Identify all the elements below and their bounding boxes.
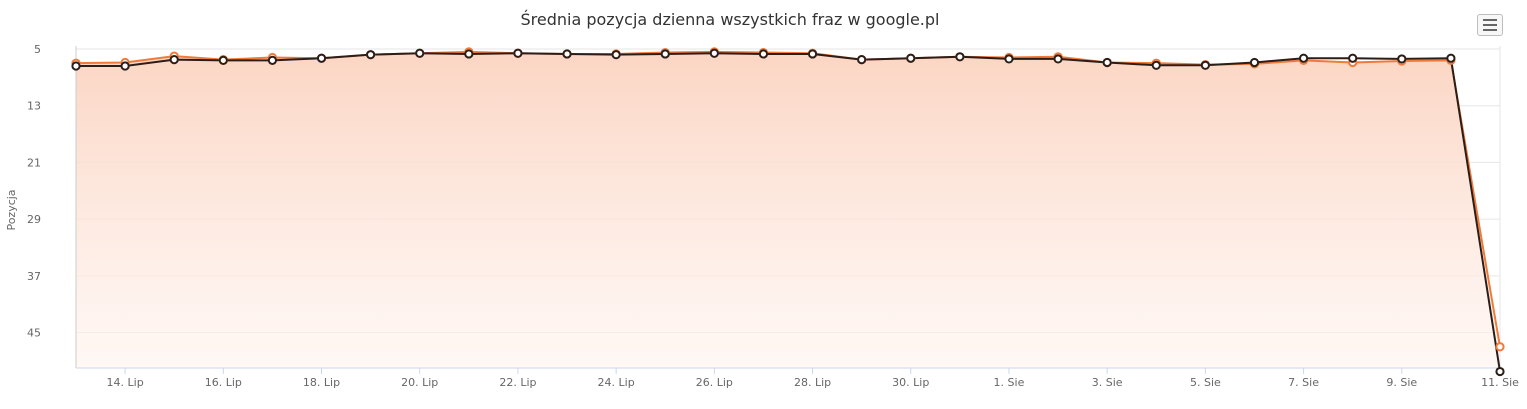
data-point[interactable] (1495, 366, 1505, 377)
data-point[interactable] (366, 50, 376, 60)
x-tick-label: 9. Sie (1386, 376, 1417, 389)
y-tick-label: 37 (27, 270, 41, 283)
y-tick-label: 21 (27, 156, 41, 169)
data-point[interactable] (1348, 53, 1358, 63)
data-point[interactable] (611, 50, 621, 60)
data-point[interactable] (267, 55, 278, 65)
y-tick-label: 45 (27, 327, 41, 340)
data-point[interactable] (1200, 60, 1210, 70)
x-tick-label: 22. Lip (499, 376, 536, 389)
data-point[interactable] (807, 49, 818, 59)
data-point[interactable] (758, 49, 769, 59)
chart-title: Średnia pozycja dzienna wszystkich fraz … (520, 10, 940, 29)
data-point[interactable] (71, 61, 81, 71)
data-point[interactable] (1004, 54, 1014, 64)
data-point[interactable] (660, 49, 670, 59)
x-tick-label: 11. Sie (1481, 376, 1519, 389)
y-tick-label: 5 (34, 43, 41, 56)
data-point[interactable] (316, 53, 327, 63)
data-point[interactable] (1397, 54, 1407, 64)
x-tick-label: 7. Sie (1288, 376, 1319, 389)
hamburger-line-icon (1483, 24, 1497, 26)
data-point[interactable] (709, 48, 719, 58)
x-tick-label: 16. Lip (205, 376, 242, 389)
data-point[interactable] (218, 55, 228, 65)
hamburger-line-icon (1483, 19, 1497, 21)
data-point[interactable] (1151, 60, 1161, 70)
x-tick-label: 18. Lip (303, 376, 340, 389)
data-point[interactable] (955, 52, 965, 62)
data-point[interactable] (464, 49, 474, 59)
data-point[interactable] (415, 48, 425, 58)
data-point[interactable] (857, 55, 867, 65)
data-point[interactable] (1446, 53, 1456, 63)
x-tick-label: 30. Lip (892, 376, 929, 389)
data-point[interactable] (906, 53, 916, 63)
data-point[interactable] (120, 61, 130, 71)
x-tick-label: 28. Lip (794, 376, 831, 389)
data-point[interactable] (562, 49, 572, 59)
x-tick-label: 14. Lip (107, 376, 144, 389)
data-point[interactable] (1249, 57, 1260, 68)
data-point[interactable] (169, 55, 179, 65)
data-point[interactable] (1298, 53, 1309, 63)
hamburger-line-icon (1483, 29, 1497, 31)
y-axis-title: Pozycja (5, 189, 18, 230)
chart-menu-button[interactable] (1477, 14, 1503, 36)
x-tick-label: 5. Sie (1190, 376, 1221, 389)
data-point[interactable] (1102, 57, 1112, 68)
x-tick-label: 24. Lip (598, 376, 635, 389)
data-point[interactable] (513, 48, 523, 58)
x-tick-label: 3. Sie (1092, 376, 1123, 389)
x-tick-label: 1. Sie (994, 376, 1025, 389)
series-area (76, 51, 1500, 368)
y-tick-label: 13 (27, 100, 41, 113)
y-tick-label: 29 (27, 213, 41, 226)
data-point[interactable] (1053, 54, 1063, 64)
x-tick-label: 26. Lip (696, 376, 733, 389)
series-line (76, 52, 1501, 372)
x-tick-label: 20. Lip (401, 376, 438, 389)
data-point[interactable] (1495, 342, 1505, 352)
